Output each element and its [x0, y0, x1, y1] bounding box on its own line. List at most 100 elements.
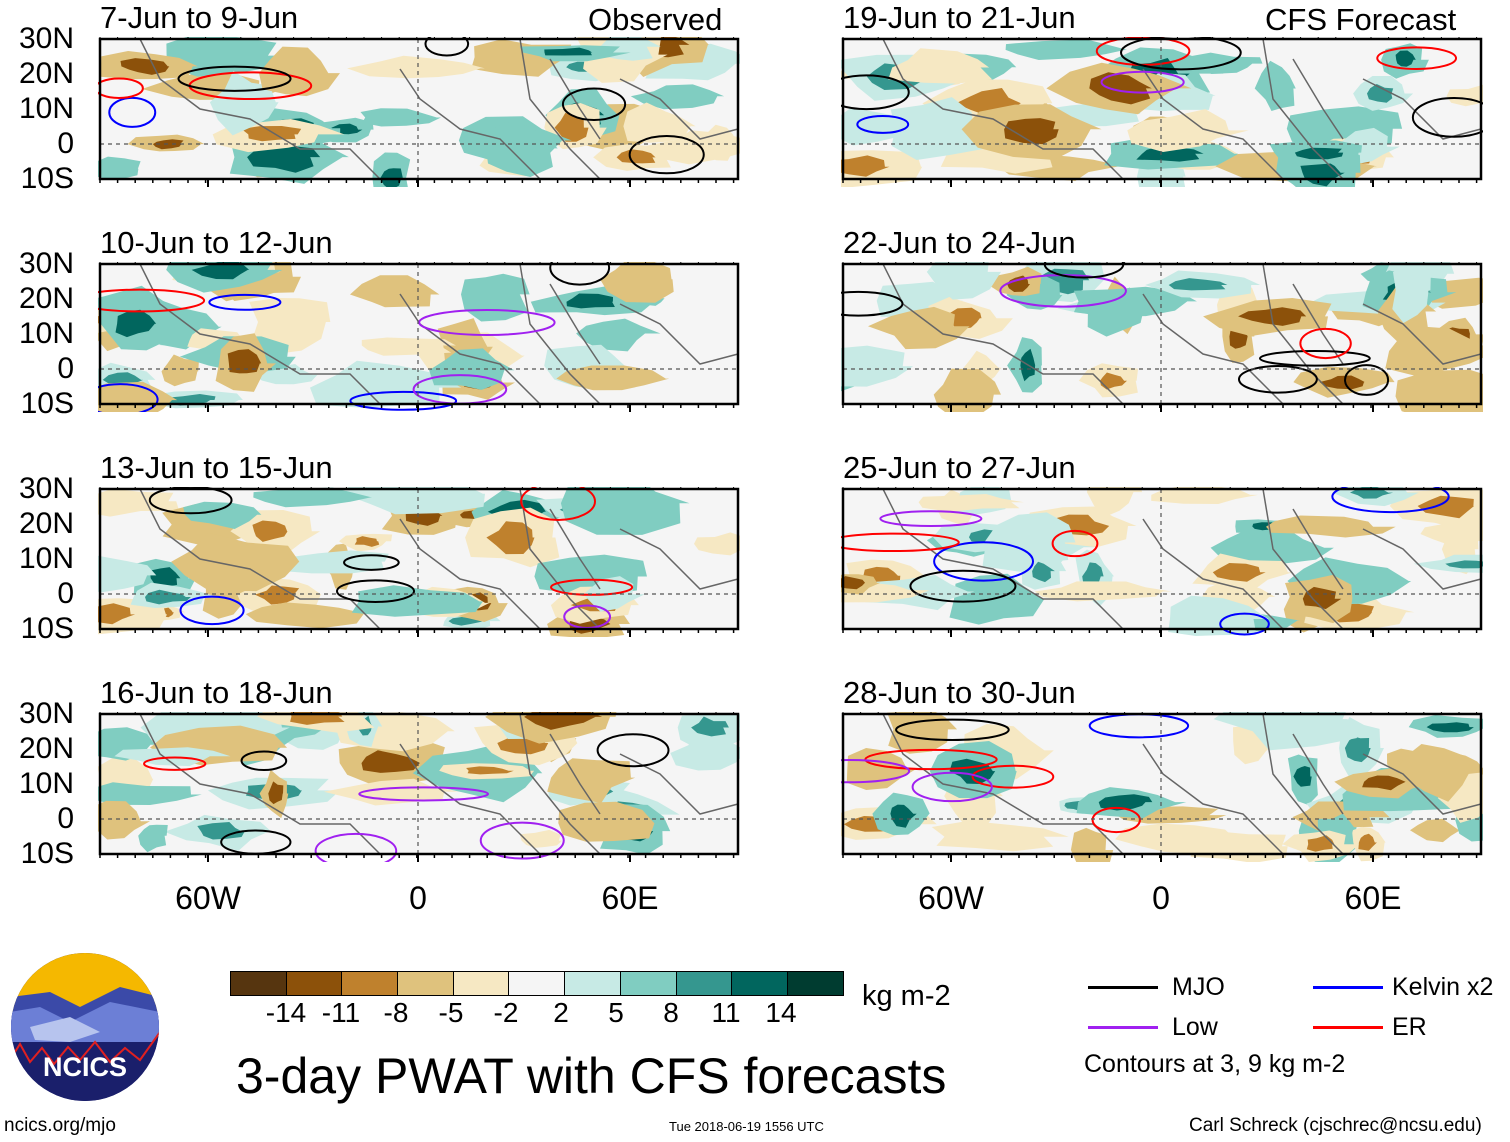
legend-low: Low [1172, 1013, 1218, 1041]
lon-label: 60W [918, 880, 984, 916]
pwat-anomaly-shade [461, 273, 530, 322]
er-legend-line [1313, 1026, 1383, 1029]
pwat-anomaly-shade [1212, 563, 1266, 582]
pwat-anomaly-shade [600, 262, 674, 303]
wave-contour [179, 595, 245, 626]
pwat-anomaly-shade [1302, 586, 1342, 610]
pwat-anomaly-shade [1367, 84, 1394, 103]
panel-title: 25-Jun to 27-Jun [843, 450, 1076, 485]
pwat-anomaly-shade [1395, 50, 1416, 67]
pwat-anomaly-shade [152, 139, 184, 150]
colorbar-swatch [231, 972, 287, 995]
pwat-anomaly-shade [1005, 39, 1128, 60]
pwat-anomaly-shade [380, 168, 403, 187]
legend-mjo: MJO [1172, 973, 1225, 1001]
pwat-anomaly-shade [868, 306, 970, 350]
pwat-anomaly-shade [933, 368, 1001, 412]
wave-contour [1331, 487, 1450, 514]
pwat-anomaly-shade [323, 778, 459, 806]
panel-title: 19-Jun to 21-Jun [843, 0, 1076, 35]
low-legend-line [1088, 1026, 1158, 1029]
pwat-anomaly-shade [361, 750, 421, 773]
colorbar-swatch [286, 972, 343, 995]
lat-label: 10N [18, 317, 74, 350]
pwat-anomaly-shade [576, 318, 661, 352]
lat-label: 20N [18, 57, 74, 90]
lat-label: 20N [18, 282, 74, 315]
coastlines [139, 713, 739, 855]
wave-contour [335, 579, 416, 603]
lon-label: 60E [601, 880, 659, 916]
pwat-anomaly-shade [1417, 495, 1475, 519]
coastlines [139, 38, 739, 180]
pwat-anomaly-shade [623, 102, 696, 143]
pwat-anomaly-shade [1426, 722, 1474, 733]
pwat-anomaly-shade [1032, 561, 1055, 583]
wave-contour [1100, 70, 1185, 94]
pwat-anomaly-shade [1254, 60, 1296, 111]
wave-contour [596, 733, 670, 768]
wave-contour [628, 135, 705, 175]
pwat-anomaly-shade [268, 781, 284, 805]
panel-title: 10-Jun to 12-Jun [100, 225, 333, 260]
wave-contour [98, 77, 144, 99]
pwat-map-panel [98, 37, 740, 187]
pwat-anomaly-shade [841, 576, 865, 590]
kelvin-legend-line [1313, 986, 1383, 989]
footer-timestamp: Tue 2018-06-19 1556 UTC [669, 1119, 824, 1134]
pwat-anomaly-shade [554, 112, 589, 142]
wave-contour [479, 821, 565, 860]
pwat-anomaly-shade [1344, 736, 1371, 763]
pwat-anomaly-shade [259, 46, 340, 97]
wave-contour [841, 74, 910, 111]
coastlines [139, 263, 739, 405]
coastlines [139, 488, 739, 630]
contour-note: Contours at 3, 9 kg m-2 [1084, 1050, 1346, 1078]
pwat-anomaly-shade [161, 354, 199, 387]
pwat-anomaly-shade [191, 262, 250, 280]
pwat-anomaly-shade [694, 532, 740, 556]
lon-label: 0 [1152, 880, 1170, 916]
wave-contour [1299, 327, 1352, 360]
colorbar-swatch [565, 972, 621, 995]
wave-contour [148, 487, 233, 515]
colorbar-swatch [509, 972, 566, 995]
pwat-anomaly-shade [98, 488, 180, 517]
colorbar-tick-label: 11 [711, 997, 741, 1028]
pwat-anomaly-shade [310, 360, 462, 408]
wave-contour [549, 262, 611, 286]
pwat-anomaly-shade [1151, 487, 1258, 504]
pwat-anomaly-shade [1089, 72, 1152, 105]
pwat-anomaly-shade [547, 758, 636, 803]
colorbar-tick-label: 14 [765, 997, 797, 1028]
pwat-anomaly-shade [556, 365, 670, 391]
pwat-anomaly-shade [616, 149, 660, 164]
wave-contour [208, 293, 282, 311]
pwat-map-panel [98, 487, 740, 637]
pwat-anomaly-shade [630, 84, 725, 110]
pwat-anomaly-shade [1098, 794, 1153, 811]
pwat-anomaly-shade [98, 782, 202, 805]
pwat-anomaly-shade [887, 712, 958, 754]
lon-label: 60E [1344, 880, 1402, 916]
legend-er: ER [1392, 1013, 1427, 1041]
pwat-anomaly-shade [544, 47, 593, 56]
pwat-anomaly-shade [209, 70, 279, 136]
pwat-anomaly-shade [926, 262, 1001, 300]
wave-contour [108, 96, 157, 128]
panel-title: 13-Jun to 15-Jun [100, 450, 333, 485]
panel-title: 22-Jun to 24-Jun [843, 225, 1076, 260]
pwat-map-panel [841, 712, 1483, 862]
pwat-anomaly-shade [1394, 744, 1474, 802]
lat-label: 30N [18, 697, 74, 730]
colorbar-tick-label: 2 [553, 997, 569, 1028]
footer-url[interactable]: ncics.org/mjo [4, 1115, 116, 1136]
wave-contour [933, 541, 1035, 582]
lat-label: 0 [57, 577, 74, 610]
wave-contour [143, 756, 207, 771]
wave-contour [1091, 806, 1141, 834]
colorbar-swatch [787, 972, 843, 995]
pwat-anomaly-shade [360, 108, 441, 127]
pwat-anomaly-shade [931, 820, 1069, 852]
pwat-anomaly-shade [918, 494, 1024, 512]
